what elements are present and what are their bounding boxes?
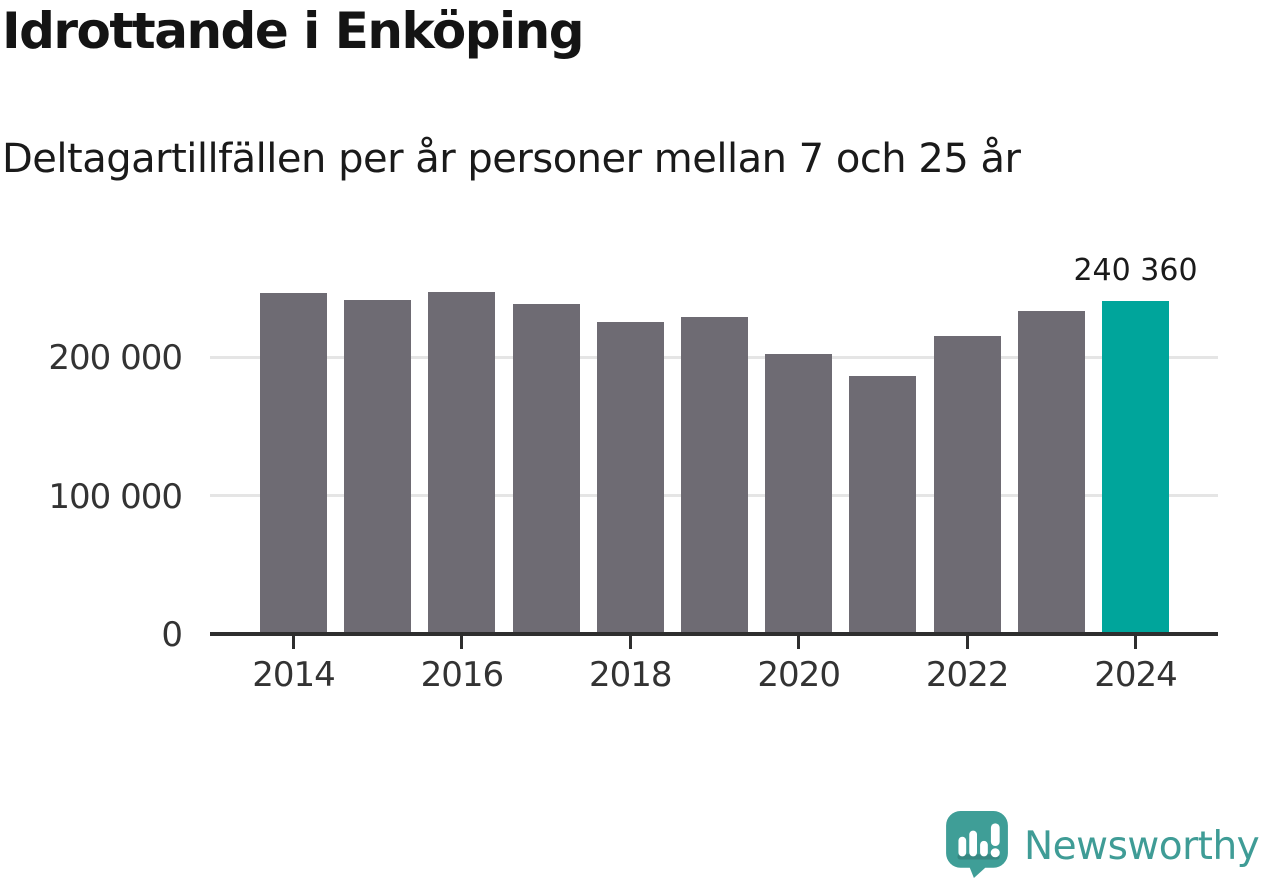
bar-2016 — [428, 291, 496, 634]
y-tick-label-0: 0 — [161, 615, 183, 655]
bar-2023 — [1017, 311, 1085, 634]
bar-2019 — [681, 316, 748, 634]
bar-2021 — [849, 376, 917, 634]
x-axis-line — [210, 632, 1218, 636]
chart-title: Idrottande i Enköping — [2, 2, 585, 60]
newsworthy-speech-bubble-barchart-icon — [946, 811, 1008, 878]
chart-subtitle: Deltagartillfällen per år personer mella… — [2, 136, 1021, 182]
x-tick-label-2014: 2014 — [252, 655, 336, 695]
bar-2020 — [765, 354, 833, 634]
bar-2018 — [596, 322, 664, 634]
x-tick-2016 — [460, 636, 464, 649]
bar-2022 — [933, 336, 1001, 634]
x-tick-2018 — [628, 636, 632, 649]
y-tick-label-100000: 100 000 — [48, 476, 183, 517]
bar-2014 — [260, 293, 327, 634]
x-tick-2022 — [965, 636, 969, 649]
bar-2024 — [1102, 301, 1169, 634]
highlighted-bar-value-label: 240 360 — [1073, 253, 1198, 288]
x-tick-label-2018: 2018 — [589, 655, 673, 695]
x-tick-2024 — [1134, 636, 1137, 649]
newsworthy-brand-name: Newsworthy — [1024, 824, 1260, 869]
bar-2017 — [512, 304, 580, 634]
x-tick-label-2024: 2024 — [1094, 655, 1178, 695]
y-tick-label-200000: 200 000 — [48, 338, 183, 378]
x-tick-label-2022: 2022 — [925, 655, 1010, 695]
x-tick-label-2020: 2020 — [757, 655, 841, 695]
bar-2015 — [344, 300, 412, 634]
x-tick-2014 — [292, 636, 295, 649]
x-tick-label-2016: 2016 — [420, 655, 505, 695]
x-tick-2020 — [797, 636, 801, 649]
newsworthy-logo — [944, 810, 1010, 878]
